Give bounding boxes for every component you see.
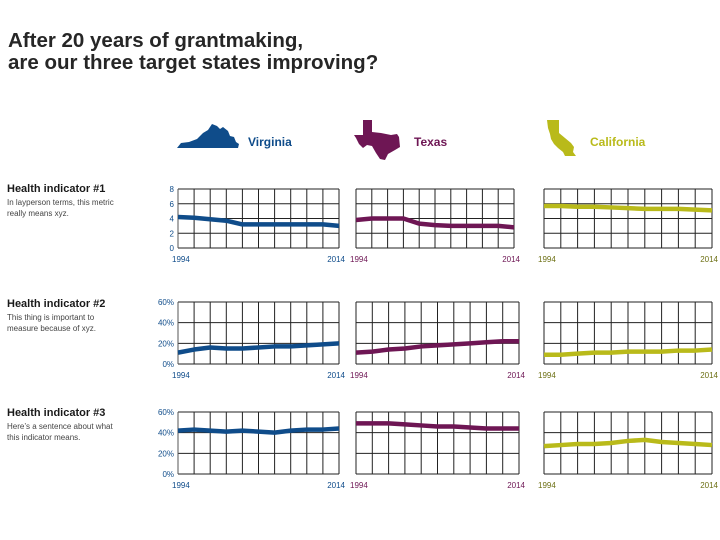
indicator-2-description: This thing is important to measure becau… xyxy=(7,313,96,333)
chart-indicator-2-virginia: 0% 20% 40% 60% 1994 2014 xyxy=(158,298,346,380)
x-tick-label: 1994 xyxy=(172,371,190,380)
x-tick-label: 1994 xyxy=(350,481,368,490)
state-name-virginia: Virginia xyxy=(248,135,292,149)
chart-indicator-1-california: 1994 2014 xyxy=(538,188,719,264)
title-line-1: After 20 years of grantmaking, xyxy=(8,29,304,52)
y-tick-label: 20% xyxy=(158,449,174,458)
x-tick-label: 2014 xyxy=(327,371,345,380)
chart-indicator-3-virginia: 0% 20% 40% 60% 1994 2014 xyxy=(158,408,346,490)
chart-indicator-2-california: 1994 2014 xyxy=(538,301,719,380)
x-tick-label: 1994 xyxy=(350,371,368,380)
x-tick-label: 2014 xyxy=(327,481,345,490)
chart-indicator-1-texas: 1994 2014 xyxy=(350,188,521,264)
texas-map-icon xyxy=(354,120,400,160)
indicator-2-label: Health indicator #2 This thing is import… xyxy=(7,298,157,334)
chart-indicator-3-california: 1994 2014 xyxy=(538,411,719,490)
x-tick-label: 1994 xyxy=(538,255,556,264)
california-map-icon xyxy=(547,120,576,156)
indicator-1-title: Health indicator #1 xyxy=(7,183,106,195)
x-tick-label: 1994 xyxy=(538,481,556,490)
state-name-texas: Texas xyxy=(414,135,448,149)
x-tick-label: 2014 xyxy=(507,481,525,490)
virginia-map-icon xyxy=(177,124,239,148)
y-tick-label: 60% xyxy=(158,298,174,307)
y-tick-label: 40% xyxy=(158,429,174,438)
indicator-3-description: Here’s a sentence about what this indica… xyxy=(7,422,113,442)
x-tick-label: 1994 xyxy=(350,255,368,264)
chart-indicator-2-texas: 1994 2014 xyxy=(350,301,526,380)
y-tick-label: 0% xyxy=(162,360,174,369)
y-tick-label: 40% xyxy=(158,319,174,328)
x-tick-label: 1994 xyxy=(172,481,190,490)
y-tick-label: 0 xyxy=(170,244,175,253)
x-tick-label: 1994 xyxy=(538,371,556,380)
chart-indicator-3-texas: 1994 2014 xyxy=(350,411,526,490)
y-tick-label: 0% xyxy=(162,470,174,479)
y-tick-label: 2 xyxy=(170,229,175,238)
x-tick-label: 2014 xyxy=(327,255,345,264)
state-name-california: California xyxy=(590,135,646,149)
chart-indicator-1-virginia: 0 2 4 6 8 1994 2014 xyxy=(170,185,346,264)
indicator-3-title: Health indicator #3 xyxy=(7,407,106,419)
indicator-1-label: Health indicator #1 In layperson terms, … xyxy=(7,183,157,219)
y-tick-label: 8 xyxy=(170,185,175,194)
indicator-1-description: In layperson terms, this metric really m… xyxy=(7,198,114,218)
x-tick-label: 2014 xyxy=(502,255,520,264)
x-tick-label: 2014 xyxy=(507,371,525,380)
y-tick-label: 60% xyxy=(158,408,174,417)
x-tick-label: 1994 xyxy=(172,255,190,264)
indicator-3-label: Health indicator #3 Here’s a sentence ab… xyxy=(7,407,157,443)
y-tick-label: 20% xyxy=(158,339,174,348)
x-tick-label: 2014 xyxy=(700,371,718,380)
page-title: After 20 years of grantmaking, are our t… xyxy=(8,30,378,74)
x-tick-label: 2014 xyxy=(700,255,718,264)
y-tick-label: 4 xyxy=(170,215,175,224)
x-tick-label: 2014 xyxy=(700,481,718,490)
indicator-2-title: Health indicator #2 xyxy=(7,298,106,310)
title-line-2: are our three target states improving? xyxy=(8,51,379,74)
y-tick-label: 6 xyxy=(170,200,175,209)
